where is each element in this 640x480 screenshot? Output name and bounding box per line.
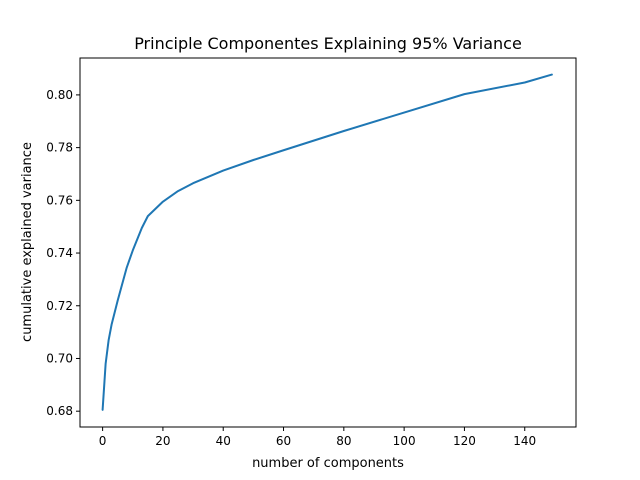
x-axis: 0 20 40 60 80 100 120 140: [99, 427, 536, 448]
y-axis: 0.68 0.70 0.72 0.74 0.76 0.78 0.80: [46, 88, 80, 418]
series-layer: [101, 73, 553, 411]
x-tick-label: 40: [216, 434, 231, 448]
x-tick-label: 20: [155, 434, 170, 448]
x-tick-label: 60: [276, 434, 291, 448]
y-tick-label: 0.80: [46, 88, 73, 102]
x-tick-label: 0: [99, 434, 107, 448]
y-axis-label: cumulative explained variance: [20, 142, 35, 342]
x-tick-label: 80: [336, 434, 351, 448]
y-tick-label: 0.76: [46, 193, 73, 207]
y-tick-label: 0.68: [46, 404, 73, 418]
y-tick-label: 0.78: [46, 141, 73, 155]
x-tick-label: 120: [453, 434, 476, 448]
x-tick-label: 100: [393, 434, 416, 448]
series-line: [101, 73, 553, 411]
x-tick-label: 140: [513, 434, 536, 448]
y-tick-label: 0.72: [46, 299, 73, 313]
y-tick-label: 0.70: [46, 351, 73, 365]
chart-title: Principle Componentes Explaining 95% Var…: [134, 34, 522, 53]
x-axis-label: number of components: [252, 456, 404, 471]
plot-frame: [79, 57, 577, 428]
y-tick-label: 0.74: [46, 246, 73, 260]
